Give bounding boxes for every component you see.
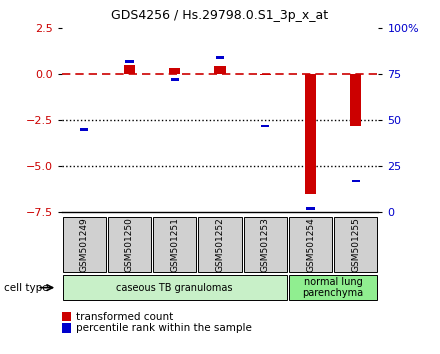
Bar xyxy=(62,217,106,272)
Bar xyxy=(124,65,135,74)
Text: GSM501252: GSM501252 xyxy=(216,217,224,272)
Text: transformed count: transformed count xyxy=(76,312,173,321)
Text: GSM501250: GSM501250 xyxy=(125,217,134,272)
Bar xyxy=(289,217,332,272)
Bar xyxy=(243,217,287,272)
Bar xyxy=(214,66,226,74)
Bar xyxy=(334,217,378,272)
Bar xyxy=(289,275,378,300)
Text: GDS4256 / Hs.29798.0.S1_3p_x_at: GDS4256 / Hs.29798.0.S1_3p_x_at xyxy=(111,9,329,22)
Bar xyxy=(153,217,197,272)
Bar xyxy=(169,68,180,74)
Text: caseous TB granulomas: caseous TB granulomas xyxy=(117,282,233,293)
Bar xyxy=(305,74,316,194)
Bar xyxy=(171,79,179,81)
Bar xyxy=(306,207,315,210)
Text: GSM501254: GSM501254 xyxy=(306,217,315,272)
Bar xyxy=(80,128,88,131)
Bar xyxy=(216,56,224,59)
Text: percentile rank within the sample: percentile rank within the sample xyxy=(76,323,252,333)
Text: GSM501251: GSM501251 xyxy=(170,217,179,272)
Bar xyxy=(260,74,271,75)
Text: GSM501253: GSM501253 xyxy=(261,217,270,272)
Bar xyxy=(352,180,360,183)
Bar xyxy=(125,60,134,63)
Bar xyxy=(108,217,151,272)
Bar xyxy=(350,74,361,126)
Bar xyxy=(62,275,287,300)
Bar xyxy=(261,125,269,127)
Text: cell type: cell type xyxy=(4,282,49,293)
Text: GSM501255: GSM501255 xyxy=(351,217,360,272)
Text: normal lung
parenchyma: normal lung parenchyma xyxy=(303,277,364,298)
Bar xyxy=(198,217,242,272)
Text: GSM501249: GSM501249 xyxy=(80,217,89,272)
